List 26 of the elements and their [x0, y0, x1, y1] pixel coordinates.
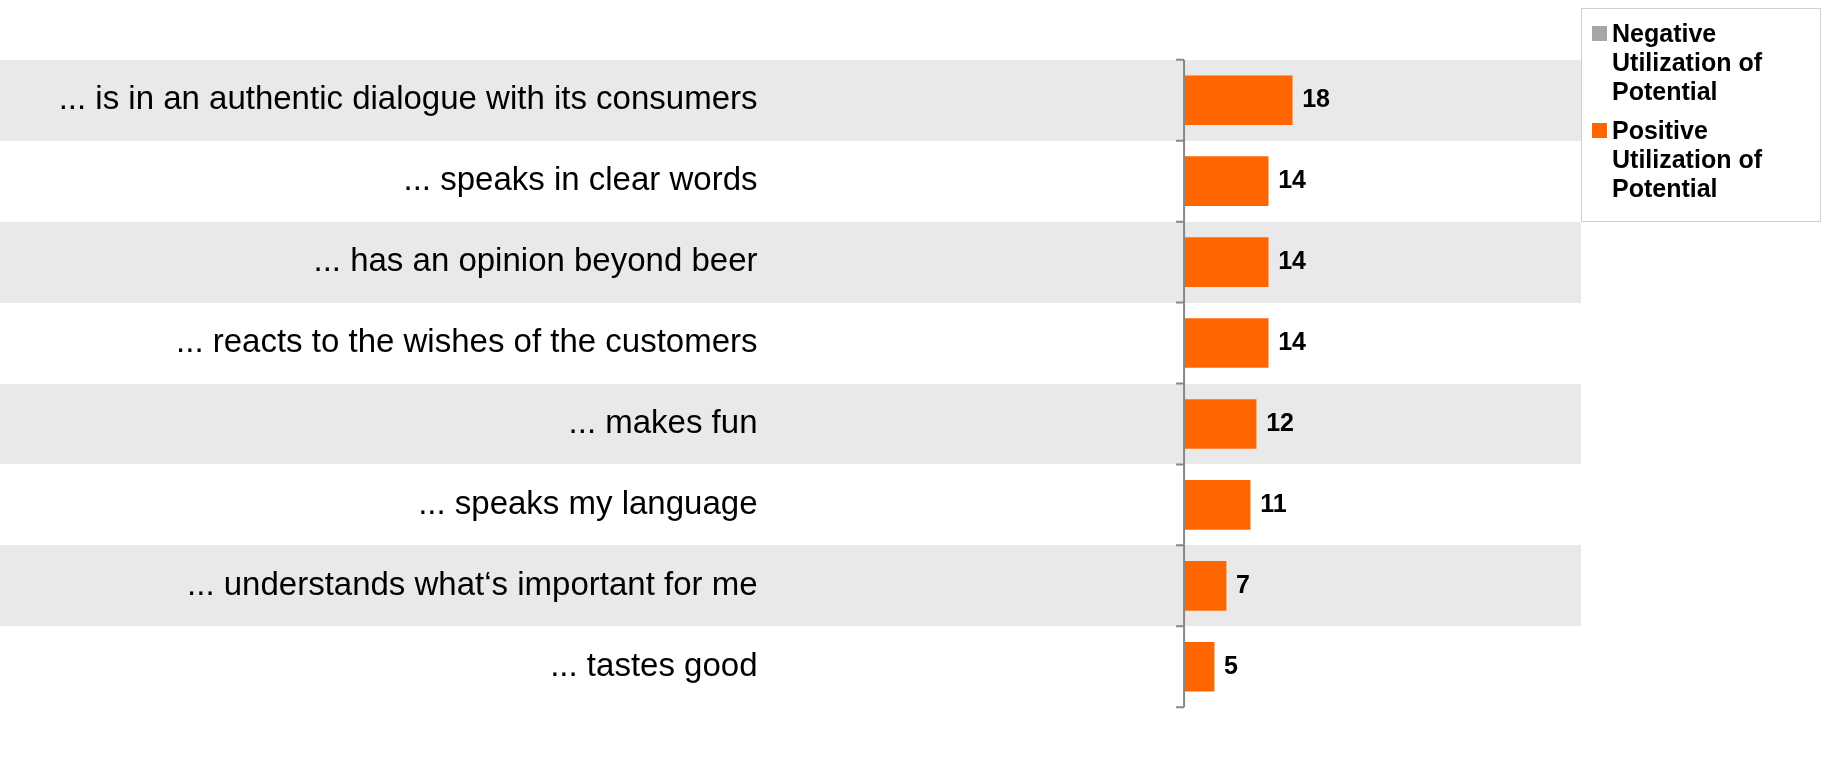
bar [1183, 318, 1269, 368]
data-label: 18 [1302, 84, 1331, 113]
y-tick-label: ... is in an authentic dialogue with its consumers [58, 79, 758, 117]
y-tick-label: ... understands what‘s important for me [187, 564, 758, 602]
y-tick-label: ... tastes good [550, 645, 758, 683]
legend-label: Negative Utilization of Potential [1612, 19, 1763, 106]
data-label: 14 [1278, 165, 1307, 194]
data-label: 12 [1266, 407, 1294, 436]
y-tick-label: ... speaks my language [418, 483, 758, 521]
bar [1183, 75, 1293, 126]
data-label: 14 [1278, 246, 1307, 274]
data-label: 5 [1224, 650, 1239, 679]
y-tick-label: ... reacts to the wishes of the customers [176, 322, 758, 360]
data-label: 11 [1260, 488, 1287, 517]
data-label: 14 [1278, 326, 1307, 355]
bar [1183, 480, 1251, 530]
y-tick-label: ... has an opinion beyond beer [313, 241, 758, 279]
bar [1183, 399, 1257, 449]
y-tick-label: ... makes fun [568, 403, 758, 441]
bar [1183, 560, 1227, 611]
bar [1183, 156, 1269, 207]
y-tick-label: ... speaks in clear words [403, 160, 758, 198]
legend-label: Positive Utilization of Potential [1612, 116, 1763, 203]
bar [1183, 641, 1215, 692]
data-label: 7 [1236, 569, 1251, 598]
bar [1183, 237, 1269, 287]
